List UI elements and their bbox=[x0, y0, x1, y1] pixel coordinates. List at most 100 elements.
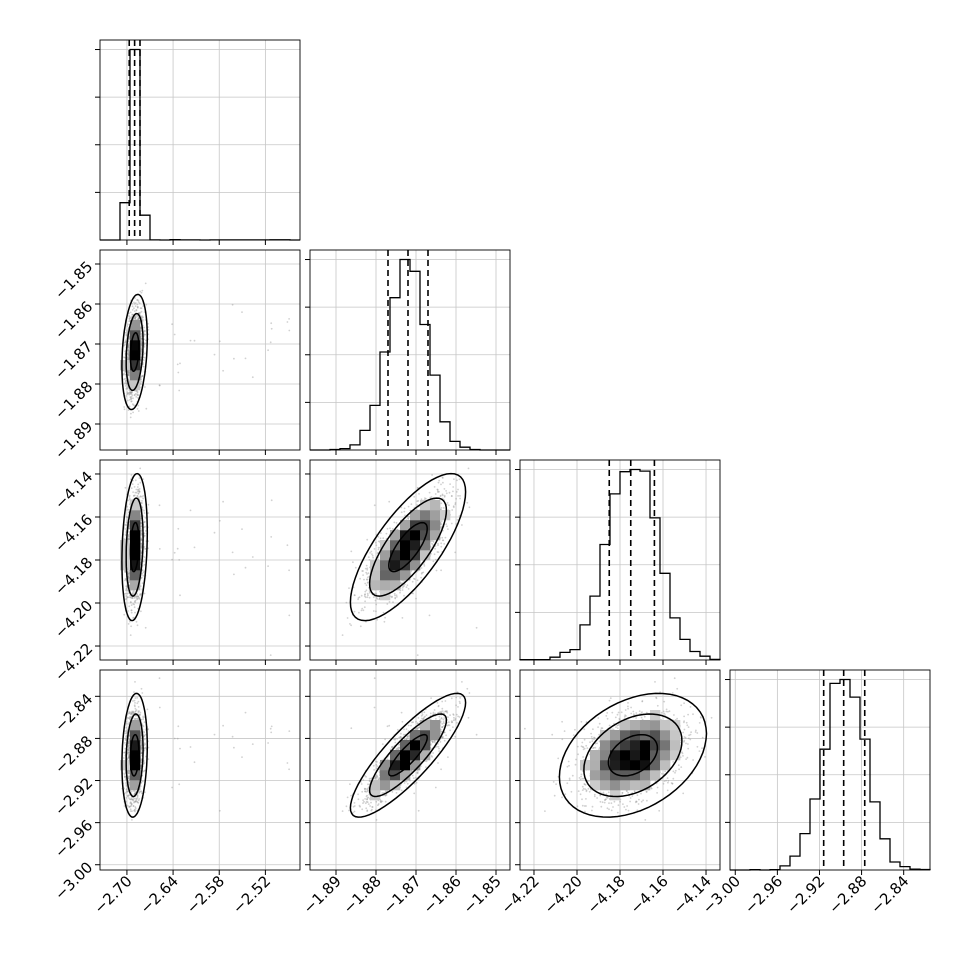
sample-point bbox=[286, 544, 289, 547]
sample-point bbox=[450, 495, 453, 497]
sample-point bbox=[406, 584, 409, 587]
sample-point bbox=[141, 289, 144, 292]
sample-point bbox=[141, 315, 144, 318]
sample-point bbox=[135, 596, 138, 599]
sample-point bbox=[140, 339, 142, 342]
sample-point bbox=[140, 542, 142, 545]
histogram-line bbox=[310, 258, 510, 451]
sample-point bbox=[139, 549, 142, 552]
sample-point bbox=[128, 317, 131, 320]
sample-point bbox=[127, 348, 130, 351]
sample-point bbox=[158, 548, 161, 550]
density-cell bbox=[130, 540, 141, 551]
sample-point bbox=[133, 603, 136, 606]
sample-point bbox=[401, 617, 404, 619]
sample-point bbox=[124, 341, 127, 343]
sample-point bbox=[241, 528, 243, 530]
sample-point bbox=[134, 599, 137, 602]
sample-point bbox=[147, 328, 150, 331]
sample-point bbox=[123, 408, 126, 411]
sample-point bbox=[269, 341, 272, 344]
sample-point bbox=[130, 391, 133, 394]
sample-point bbox=[125, 388, 128, 390]
sample-point bbox=[124, 350, 127, 353]
sample-point bbox=[450, 495, 453, 497]
sample-point bbox=[128, 372, 131, 375]
sample-point bbox=[456, 479, 458, 482]
sample-point bbox=[130, 611, 133, 614]
sample-point bbox=[140, 347, 143, 349]
sample-point bbox=[134, 611, 136, 614]
sample-point bbox=[128, 346, 131, 349]
sample-point bbox=[127, 531, 130, 533]
sample-point bbox=[140, 530, 142, 533]
sample-point bbox=[137, 595, 140, 598]
sample-point bbox=[141, 374, 144, 377]
sample-point bbox=[173, 551, 176, 554]
sample-point bbox=[140, 546, 143, 548]
density-cell bbox=[130, 350, 141, 361]
sample-point bbox=[139, 542, 142, 545]
sample-point bbox=[128, 346, 131, 349]
sample-point bbox=[129, 391, 132, 394]
sample-point bbox=[128, 337, 131, 339]
contour-1 bbox=[125, 312, 144, 392]
density-cell bbox=[130, 340, 141, 351]
sample-point bbox=[139, 307, 142, 310]
sample-point bbox=[128, 399, 131, 401]
sample-point bbox=[125, 521, 128, 524]
sample-point bbox=[127, 349, 129, 352]
sample-point bbox=[128, 344, 131, 347]
sample-point bbox=[416, 500, 419, 503]
sample-point bbox=[140, 610, 142, 613]
sample-point bbox=[127, 356, 130, 358]
sample-point bbox=[127, 372, 130, 375]
sample-point bbox=[127, 373, 130, 376]
sample-point bbox=[365, 571, 368, 574]
sample-point bbox=[143, 330, 146, 333]
scatter-panel-1-0 bbox=[95, 249, 301, 455]
sample-point bbox=[127, 577, 130, 579]
sample-point bbox=[140, 527, 142, 530]
density-cell bbox=[130, 520, 141, 531]
sample-point bbox=[177, 527, 180, 530]
sample-point bbox=[130, 392, 132, 394]
sample-point bbox=[134, 479, 137, 482]
sample-point bbox=[136, 595, 139, 597]
sample-point bbox=[142, 365, 145, 368]
sample-point bbox=[422, 571, 425, 574]
sample-point bbox=[136, 391, 139, 394]
sample-point bbox=[131, 597, 134, 599]
density-cell bbox=[130, 550, 141, 561]
sample-point bbox=[133, 597, 136, 599]
sample-point bbox=[135, 390, 138, 392]
sample-point bbox=[142, 560, 145, 563]
sample-point bbox=[140, 315, 143, 318]
sample-point bbox=[137, 317, 140, 320]
sample-point bbox=[128, 525, 131, 528]
sample-point bbox=[131, 592, 134, 595]
sample-point bbox=[367, 581, 369, 583]
sample-point bbox=[127, 575, 130, 578]
sample-point bbox=[141, 506, 144, 509]
sample-point bbox=[123, 372, 125, 375]
sample-point bbox=[143, 521, 146, 524]
sample-point bbox=[140, 352, 142, 355]
sample-point bbox=[124, 379, 127, 382]
sample-point bbox=[171, 323, 174, 326]
sample-point bbox=[140, 380, 143, 383]
sample-point bbox=[127, 610, 129, 612]
sample-point bbox=[140, 307, 143, 310]
sample-point bbox=[124, 528, 127, 530]
sample-point bbox=[270, 499, 273, 502]
sample-point bbox=[139, 593, 142, 595]
sample-point bbox=[132, 404, 135, 407]
sample-point bbox=[136, 306, 139, 309]
sample-point bbox=[127, 357, 130, 360]
sample-point bbox=[135, 309, 138, 311]
sample-point bbox=[392, 601, 394, 604]
sample-point bbox=[128, 374, 131, 377]
sample-point bbox=[132, 616, 135, 619]
sample-point bbox=[231, 551, 234, 554]
sample-point bbox=[128, 576, 130, 579]
